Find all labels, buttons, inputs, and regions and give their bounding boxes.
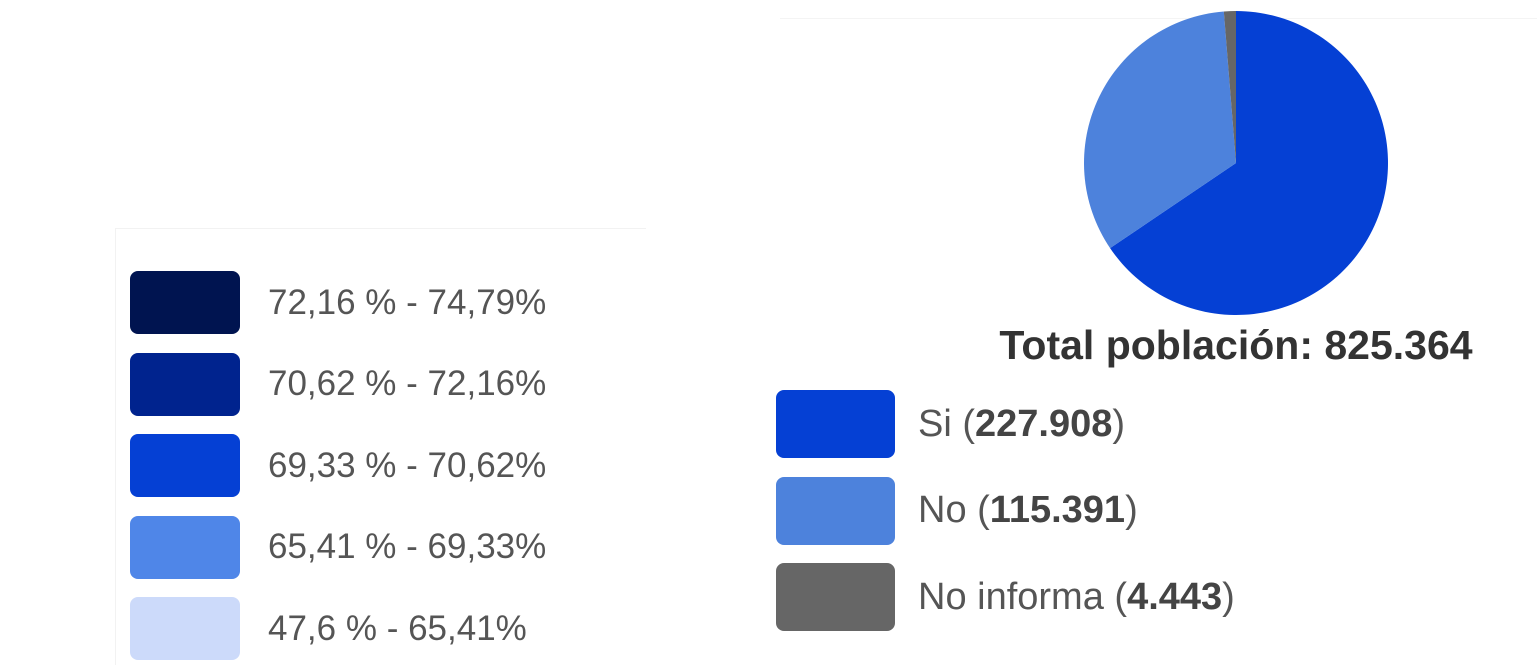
pie-legend-value: 4.443 (1104, 576, 1235, 618)
legend-label: 72,16 % - 74,79% (268, 282, 547, 322)
map-legend: 72,16 % - 74,79% 70,62 % - 72,16% 69,33 % … (115, 228, 646, 665)
pie-legend-item: No115.391 (776, 476, 1138, 545)
legend-swatch (130, 352, 240, 416)
pie-slice (1110, 11, 1388, 315)
pie-panel (780, 18, 1537, 665)
pie-legend-value: 227.908 (952, 403, 1125, 445)
pie-legend-name: No (918, 489, 967, 531)
pie-legend-name: No informa (918, 575, 1104, 618)
pie-legend-swatch (776, 476, 895, 545)
pie-legend-label: No115.391 (918, 489, 1138, 532)
legend-item: 70,62 % - 72,16% (130, 352, 547, 416)
legend-label: 47,6 % - 65,41% (268, 608, 527, 648)
pie-legend-item: Si227.908 (776, 390, 1125, 458)
legend-swatch (130, 434, 240, 497)
pie-slice (1223, 11, 1236, 163)
legend-label: 70,62 % - 72,16% (268, 364, 547, 403)
pie-legend-value: 115.391 (967, 489, 1138, 531)
legend-item: 72,16 % - 74,79% (130, 271, 546, 334)
pie-legend-label: No informa4.443 (918, 576, 1235, 619)
legend-item: 47,6 % - 65,41% (130, 597, 527, 660)
legend-item: 65,41 % - 69,33% (130, 515, 547, 579)
legend-swatch (130, 515, 240, 579)
pie-legend-item: No informa4.443 (776, 563, 1235, 631)
pie-slice (1083, 11, 1236, 249)
legend-item: 69,33 % - 70,62% (130, 434, 546, 497)
pie-legend-swatch (776, 563, 895, 631)
legend-label: 69,33 % - 70,62% (268, 445, 547, 485)
pie-legend-swatch (776, 390, 895, 458)
pie-legend-label: Si227.908 (918, 403, 1125, 446)
legend-swatch (130, 271, 240, 334)
chart-title: Total población: 825.364 (999, 322, 1473, 368)
legend-label: 65,41 % - 69,33% (268, 527, 547, 566)
legend-swatch (130, 597, 240, 660)
pie-legend-name: Si (918, 402, 952, 445)
